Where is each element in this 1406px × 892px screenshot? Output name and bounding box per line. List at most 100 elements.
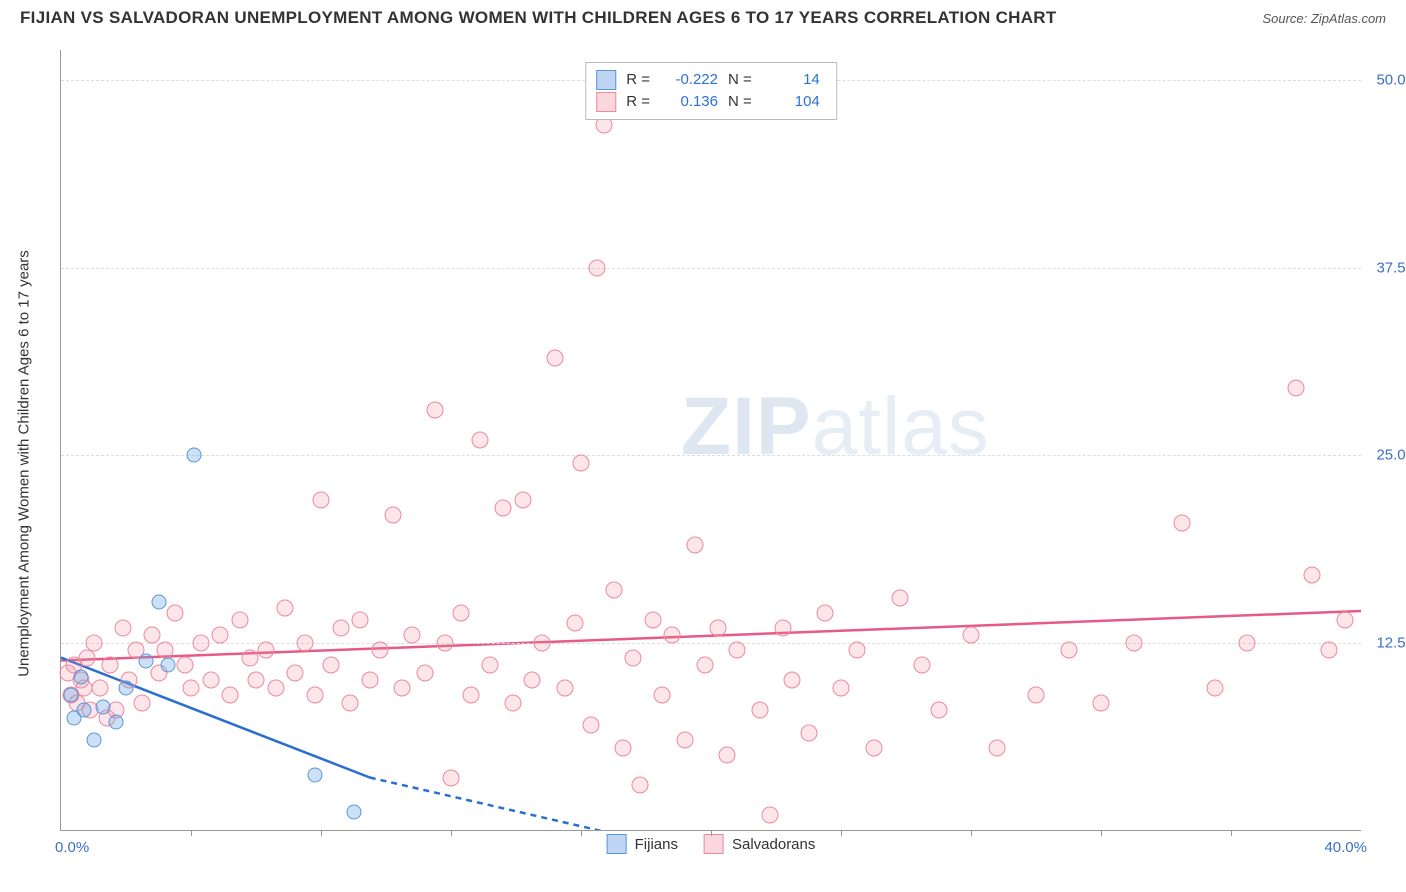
legend-item-fijians: Fijians xyxy=(607,834,678,854)
y-tick-label: 50.0% xyxy=(1376,72,1406,89)
data-point-salvadoran xyxy=(277,600,294,617)
data-point-salvadoran xyxy=(192,634,209,651)
x-axis-min-label: 0.0% xyxy=(55,839,89,856)
data-point-salvadoran xyxy=(751,702,768,719)
y-tick-label: 37.5% xyxy=(1376,259,1406,276)
data-point-salvadoran xyxy=(1288,379,1305,396)
data-point-fijian xyxy=(138,653,153,668)
data-point-salvadoran xyxy=(482,657,499,674)
r-label: R = xyxy=(626,69,650,91)
x-tick xyxy=(321,830,322,836)
trend-line xyxy=(370,778,663,831)
series-legend: Fijians Salvadorans xyxy=(607,834,816,854)
data-point-fijian xyxy=(187,448,202,463)
data-point-salvadoran xyxy=(800,724,817,741)
data-point-salvadoran xyxy=(1174,514,1191,531)
watermark-light: atlas xyxy=(812,381,990,472)
data-point-salvadoran xyxy=(644,612,661,629)
chart-area: Unemployment Among Women with Children A… xyxy=(48,40,1388,870)
data-point-salvadoran xyxy=(361,672,378,689)
data-point-salvadoran xyxy=(267,679,284,696)
data-point-salvadoran xyxy=(342,694,359,711)
data-point-salvadoran xyxy=(547,349,564,366)
data-point-salvadoran xyxy=(144,627,161,644)
data-point-salvadoran xyxy=(101,657,118,674)
data-point-salvadoran xyxy=(1320,642,1337,659)
data-point-salvadoran xyxy=(816,604,833,621)
swatch-pink-icon xyxy=(704,834,724,854)
data-point-salvadoran xyxy=(436,634,453,651)
data-point-salvadoran xyxy=(472,432,489,449)
data-point-salvadoran xyxy=(729,642,746,659)
n-label: N = xyxy=(728,69,752,91)
chart-title: FIJIAN VS SALVADORAN UNEMPLOYMENT AMONG … xyxy=(20,8,1057,28)
data-point-salvadoran xyxy=(625,649,642,666)
correlation-stats-box: R = -0.222 N = 14 R = 0.136 N = 104 xyxy=(585,62,837,120)
data-point-salvadoran xyxy=(495,499,512,516)
data-point-salvadoran xyxy=(332,619,349,636)
data-point-salvadoran xyxy=(1028,687,1045,704)
data-point-fijian xyxy=(76,703,91,718)
data-point-salvadoran xyxy=(677,732,694,749)
x-tick xyxy=(581,830,582,836)
data-point-salvadoran xyxy=(891,589,908,606)
data-point-salvadoran xyxy=(452,604,469,621)
data-point-salvadoran xyxy=(248,672,265,689)
grid-line xyxy=(61,268,1361,269)
data-point-fijian xyxy=(307,767,322,782)
swatch-pink-icon xyxy=(596,92,616,112)
data-point-fijian xyxy=(119,680,134,695)
watermark: ZIPatlas xyxy=(681,380,990,474)
data-point-salvadoran xyxy=(849,642,866,659)
data-point-salvadoran xyxy=(1060,642,1077,659)
n-value-fijians: 14 xyxy=(762,69,820,91)
swatch-blue-icon xyxy=(607,834,627,854)
data-point-salvadoran xyxy=(1093,694,1110,711)
data-point-salvadoran xyxy=(166,604,183,621)
trend-lines-svg xyxy=(61,50,1361,830)
swatch-blue-icon xyxy=(596,70,616,90)
data-point-salvadoran xyxy=(79,649,96,666)
plot-area: ZIPatlas R = -0.222 N = 14 R = 0.136 N =… xyxy=(60,50,1361,831)
data-point-salvadoran xyxy=(963,627,980,644)
data-point-salvadoran xyxy=(404,627,421,644)
data-point-fijian xyxy=(86,733,101,748)
r-value-fijians: -0.222 xyxy=(660,69,718,91)
x-tick xyxy=(191,830,192,836)
chart-source: Source: ZipAtlas.com xyxy=(1262,11,1386,26)
data-point-salvadoran xyxy=(313,492,330,509)
chart-header: FIJIAN VS SALVADORAN UNEMPLOYMENT AMONG … xyxy=(0,0,1406,32)
data-point-salvadoran xyxy=(566,615,583,632)
data-point-salvadoran xyxy=(1239,634,1256,651)
data-point-fijian xyxy=(109,715,124,730)
r-label: R = xyxy=(626,91,650,113)
data-point-fijian xyxy=(161,658,176,673)
x-tick xyxy=(451,830,452,836)
data-point-salvadoran xyxy=(719,747,736,764)
data-point-fijian xyxy=(151,595,166,610)
data-point-salvadoran xyxy=(384,507,401,524)
data-point-salvadoran xyxy=(371,642,388,659)
data-point-fijian xyxy=(346,805,361,820)
data-point-salvadoran xyxy=(114,619,131,636)
data-point-salvadoran xyxy=(443,769,460,786)
data-point-salvadoran xyxy=(1304,567,1321,584)
data-point-salvadoran xyxy=(1206,679,1223,696)
data-point-salvadoran xyxy=(287,664,304,681)
data-point-salvadoran xyxy=(134,694,151,711)
data-point-salvadoran xyxy=(989,739,1006,756)
data-point-salvadoran xyxy=(183,679,200,696)
grid-line xyxy=(61,455,1361,456)
n-value-salvadorans: 104 xyxy=(762,91,820,113)
y-tick-label: 12.5% xyxy=(1376,634,1406,651)
x-tick xyxy=(711,830,712,836)
data-point-salvadoran xyxy=(615,739,632,756)
data-point-salvadoran xyxy=(524,672,541,689)
x-axis-max-label: 40.0% xyxy=(1324,839,1367,856)
data-point-salvadoran xyxy=(654,687,671,704)
data-point-salvadoran xyxy=(296,634,313,651)
data-point-salvadoran xyxy=(865,739,882,756)
data-point-salvadoran xyxy=(176,657,193,674)
stats-row-fijians: R = -0.222 N = 14 xyxy=(596,69,820,91)
x-tick xyxy=(1101,830,1102,836)
